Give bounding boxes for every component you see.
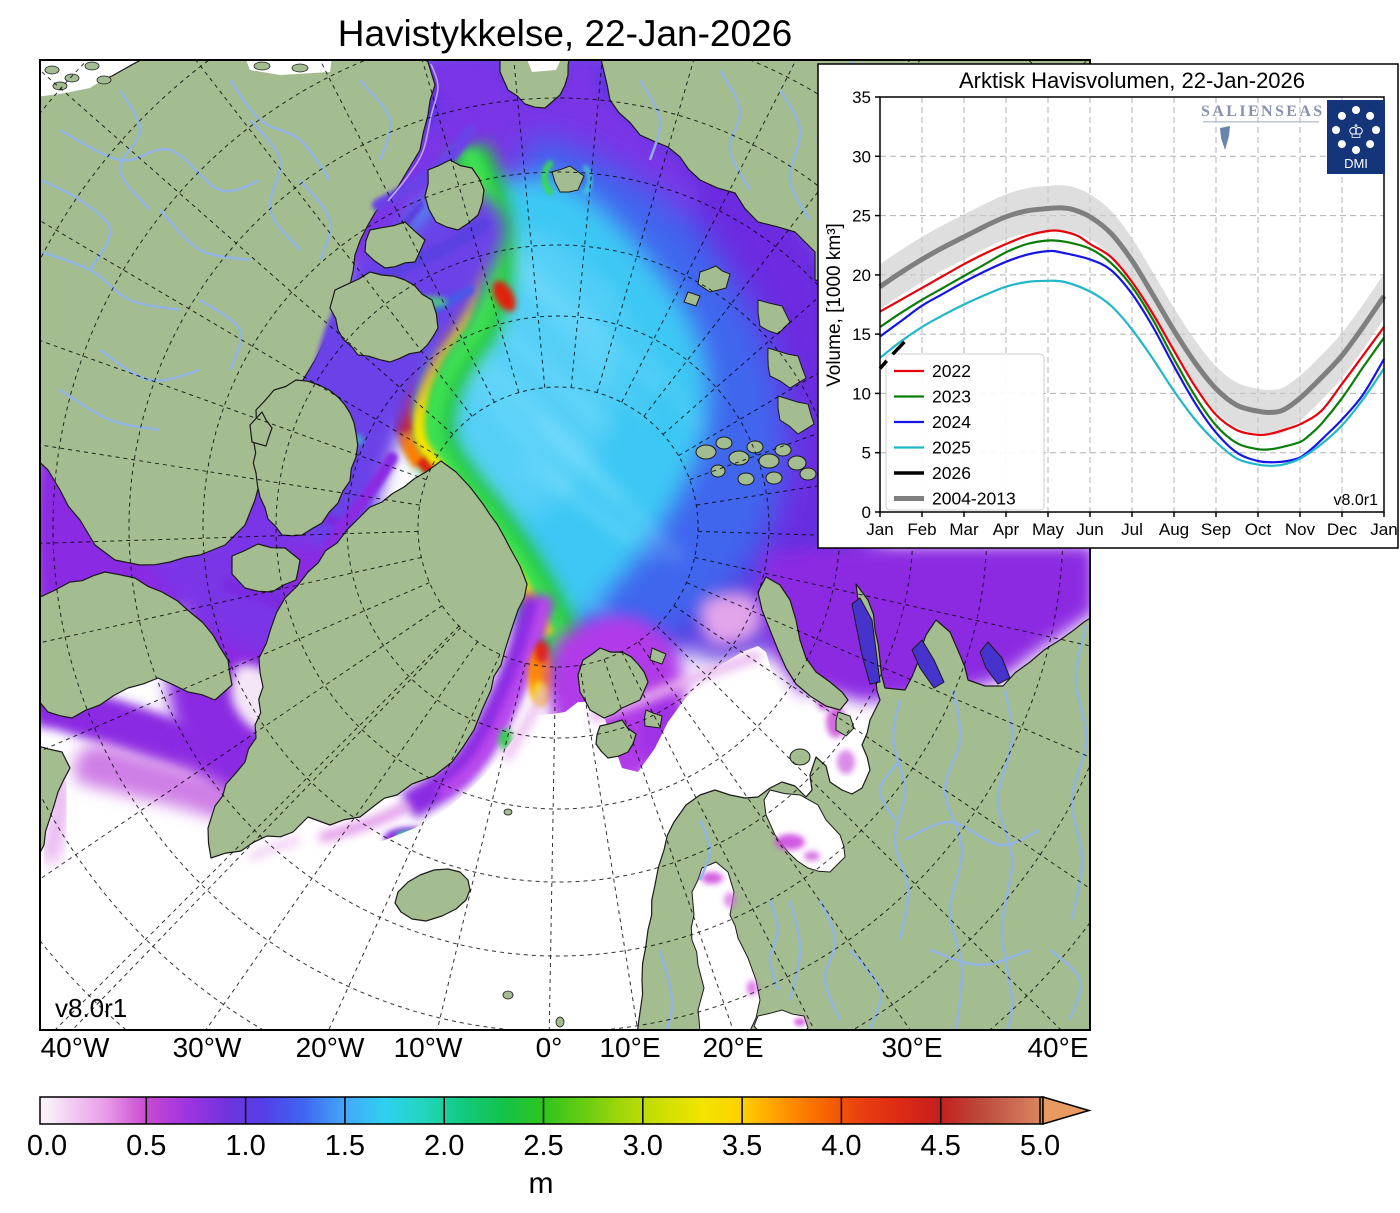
svg-text:Arktisk Havisvolumen, 22-Jan-2: Arktisk Havisvolumen, 22-Jan-2026 — [959, 68, 1305, 93]
svg-text:SALIENSEAS: SALIENSEAS — [1201, 103, 1325, 120]
svg-text:Jan: Jan — [866, 520, 893, 539]
svg-text:3.5: 3.5 — [722, 1130, 762, 1162]
svg-text:40°W: 40°W — [41, 1032, 110, 1063]
svg-text:Jun: Jun — [1076, 520, 1103, 539]
svg-text:0.0: 0.0 — [27, 1130, 67, 1162]
svg-text:DMI: DMI — [1344, 156, 1368, 171]
svg-text:0.5: 0.5 — [126, 1130, 166, 1162]
svg-text:May: May — [1032, 520, 1065, 539]
svg-text:2024: 2024 — [932, 412, 971, 432]
svg-text:Jul: Jul — [1121, 520, 1143, 539]
svg-text:5: 5 — [862, 444, 871, 463]
svg-text:2.0: 2.0 — [424, 1130, 464, 1162]
svg-text:Jan: Jan — [1370, 520, 1397, 539]
svg-text:10°W: 10°W — [394, 1032, 463, 1063]
svg-text:2023: 2023 — [932, 387, 971, 407]
svg-text:Havistykkelse, 22-Jan-2026: Havistykkelse, 22-Jan-2026 — [338, 13, 793, 54]
svg-text:30: 30 — [852, 147, 871, 166]
svg-text:10°E: 10°E — [599, 1032, 660, 1063]
svg-text:40°E: 40°E — [1027, 1032, 1088, 1063]
svg-text:Sep: Sep — [1201, 520, 1231, 539]
svg-text:2025: 2025 — [932, 438, 971, 458]
svg-text:20: 20 — [852, 266, 871, 285]
svg-text:Apr: Apr — [993, 520, 1020, 539]
svg-text:35: 35 — [852, 88, 871, 107]
svg-text:2004-2013: 2004-2013 — [932, 489, 1016, 509]
svg-text:15: 15 — [852, 325, 871, 344]
svg-text:2.5: 2.5 — [523, 1130, 563, 1162]
svg-text:Feb: Feb — [907, 520, 936, 539]
svg-text:Volume, [1000 km³]: Volume, [1000 km³] — [824, 223, 845, 387]
svg-text:Nov: Nov — [1285, 520, 1316, 539]
svg-text:Mar: Mar — [949, 520, 979, 539]
svg-text:30°E: 30°E — [881, 1032, 942, 1063]
svg-text:Dec: Dec — [1327, 520, 1358, 539]
svg-text:10: 10 — [852, 384, 871, 403]
svg-text:4.0: 4.0 — [821, 1130, 861, 1162]
svg-text:5.0: 5.0 — [1020, 1130, 1060, 1162]
svg-text:0: 0 — [862, 503, 871, 522]
svg-text:Aug: Aug — [1159, 520, 1189, 539]
svg-text:1.5: 1.5 — [325, 1130, 365, 1162]
svg-text:20°E: 20°E — [702, 1032, 763, 1063]
svg-text:m: m — [529, 1167, 554, 1200]
svg-text:25: 25 — [852, 207, 871, 226]
svg-text:v8.0r1: v8.0r1 — [1334, 492, 1379, 509]
svg-text:30°W: 30°W — [173, 1032, 242, 1063]
svg-text:2026: 2026 — [932, 463, 971, 483]
svg-text:♔: ♔ — [1347, 122, 1364, 143]
svg-text:1.0: 1.0 — [225, 1130, 265, 1162]
svg-text:0°: 0° — [536, 1032, 563, 1063]
svg-text:3.0: 3.0 — [623, 1130, 663, 1162]
svg-text:2022: 2022 — [932, 361, 971, 381]
svg-text:v8.0r1: v8.0r1 — [55, 993, 127, 1023]
svg-text:20°W: 20°W — [296, 1032, 365, 1063]
svg-text:Oct: Oct — [1245, 520, 1272, 539]
svg-text:4.5: 4.5 — [921, 1130, 961, 1162]
